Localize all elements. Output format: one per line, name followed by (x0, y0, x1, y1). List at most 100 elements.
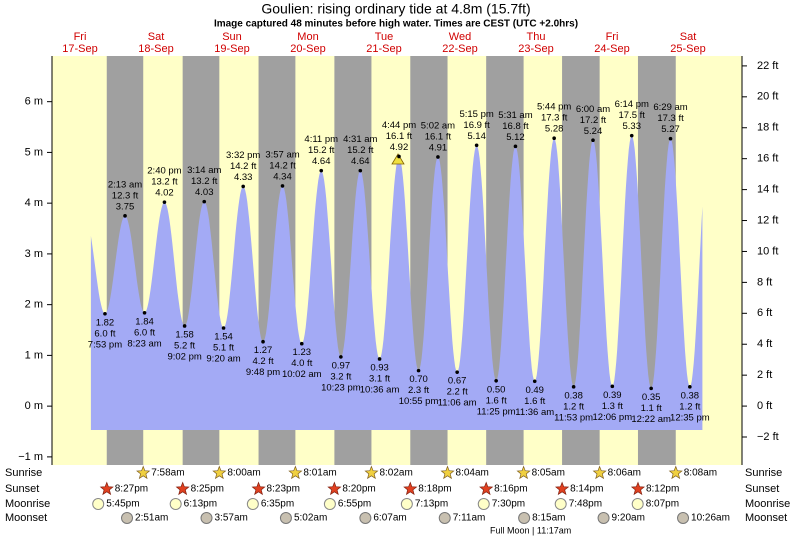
y2-tick-label: 0 ft (757, 400, 772, 412)
tide-label: 5:02 am (421, 120, 455, 131)
date-label: 25-Sep (670, 43, 705, 55)
tide-label: 6.0 ft (94, 328, 115, 339)
tide-label: 4:11 pm (304, 134, 338, 145)
moonset-label: 2:51am (135, 513, 168, 524)
tide-label: 9:20 am (206, 354, 240, 365)
y2-tick-label: 14 ft (757, 184, 778, 196)
tide-label: 4.91 (429, 142, 448, 153)
moonset-icon (597, 512, 610, 524)
tide-point (182, 324, 187, 328)
y-tick-label: 5 m (25, 146, 43, 158)
tide-label: 5.14 (467, 131, 486, 142)
tide-label: 2.2 ft (447, 387, 468, 398)
tide-label: 0.39 (603, 390, 622, 401)
tide-label: 4:31 am (343, 134, 377, 145)
tide-label: 9:48 pm (246, 367, 280, 378)
tide-label: 5.33 (622, 121, 641, 132)
tide-label: 15.2 ft (347, 145, 374, 156)
moonrise-icon (246, 498, 259, 510)
tide-point (474, 143, 479, 148)
tide-label: 3.1 ft (369, 373, 390, 384)
weekday-label: Fri (74, 31, 87, 43)
tide-label: 3.75 (116, 201, 135, 212)
tide-point (436, 155, 440, 159)
row-label: Sunset (5, 483, 39, 495)
moonrise-icon (323, 498, 336, 510)
tide-label: 0.70 (409, 374, 428, 385)
y2-tick-label: 22 ft (757, 60, 778, 72)
sunrise-icon (668, 465, 683, 480)
tide-label: 1.2 ft (563, 401, 584, 412)
tide-point (142, 310, 147, 315)
tide-label: 10:23 pm (321, 382, 361, 393)
tide-label: 17.3 ft (541, 113, 568, 124)
sunset-label: 8:27pm (115, 484, 148, 495)
y-tick-label: 2 m (25, 299, 43, 311)
chart-subtitle: Image captured 48 minutes before high wa… (214, 19, 578, 30)
tide-point (162, 200, 167, 204)
tide-label: 4.2 ft (252, 356, 273, 367)
tide-point (103, 311, 107, 316)
row-label: Moonset (745, 512, 787, 524)
tide-label: 10:55 pm (399, 396, 439, 407)
date-label: 17-Sep (62, 43, 97, 55)
tide-point (339, 355, 343, 359)
moonset-label: 8:15am (532, 513, 565, 524)
tide-label: 1.2 ft (679, 401, 700, 412)
tide-label: 1.84 (135, 316, 154, 327)
date-label: 20-Sep (290, 43, 325, 55)
date-label: 24-Sep (594, 43, 629, 55)
sunrise-label: 8:02am (379, 468, 412, 479)
tide-label: 5.1 ft (213, 343, 234, 354)
tide-label: 12.3 ft (112, 190, 139, 201)
sunset-icon (630, 481, 645, 496)
tide-point (299, 341, 304, 346)
y-tick-label: −1 m (18, 451, 43, 463)
sunset-label: 8:12pm (646, 484, 679, 495)
tide-label: 4.92 (390, 142, 409, 153)
sunrise-label: 8:06am (608, 468, 641, 479)
tide-label: 4.03 (195, 187, 214, 198)
moonset-label: 3:57am (215, 513, 248, 524)
tide-label: 6.0 ft (134, 327, 155, 338)
y2-tick-label: 2 ft (757, 369, 772, 381)
moonrise-icon (477, 498, 490, 510)
tide-area (90, 135, 703, 430)
tide-label: 17.3 ft (657, 113, 684, 124)
tide-point (494, 378, 498, 383)
tide-label: 13.2 ft (191, 176, 218, 187)
tide-label: 15.2 ft (308, 145, 335, 156)
tide-label: 0.93 (370, 362, 389, 373)
tide-point (455, 370, 459, 374)
tide-label: 12:22 am (631, 414, 671, 425)
tide-label: 4.34 (273, 171, 292, 182)
y2-tick-label: 20 ft (757, 91, 778, 103)
weekday-label: Fri (606, 31, 619, 43)
row-label: Sunrise (745, 467, 782, 479)
weekday-label: Sun (222, 31, 242, 43)
y-tick-label: 0 m (25, 400, 43, 412)
current-marker (391, 153, 405, 165)
sunset-label: 8:16pm (494, 484, 527, 495)
tide-label: 6:14 pm (615, 99, 649, 110)
sunrise-icon (592, 465, 607, 480)
tide-label: 5:44 pm (537, 102, 571, 113)
y2-tick-label: 6 ft (757, 307, 772, 319)
date-label: 21-Sep (366, 43, 401, 55)
tide-label: 5.27 (661, 124, 680, 135)
tide-label: 3.2 ft (330, 371, 351, 382)
tide-label: 4.64 (351, 156, 370, 167)
tide-label: 7:53 pm (88, 339, 122, 350)
moonrise-icon (400, 498, 413, 510)
sunrise-label: 8:04am (456, 468, 489, 479)
tide-label: 3:32 pm (226, 150, 260, 161)
row-label: Sunrise (5, 467, 42, 479)
tide-label: 2.3 ft (408, 385, 429, 396)
y-tick-label: 1 m (25, 349, 43, 361)
tide-label: 11:25 pm (477, 406, 516, 417)
tide-label: 16.9 ft (463, 120, 490, 131)
tide-label: 4.02 (155, 188, 174, 199)
sunset-icon (251, 481, 266, 496)
tide-point (513, 144, 518, 149)
tide-point (668, 136, 673, 141)
